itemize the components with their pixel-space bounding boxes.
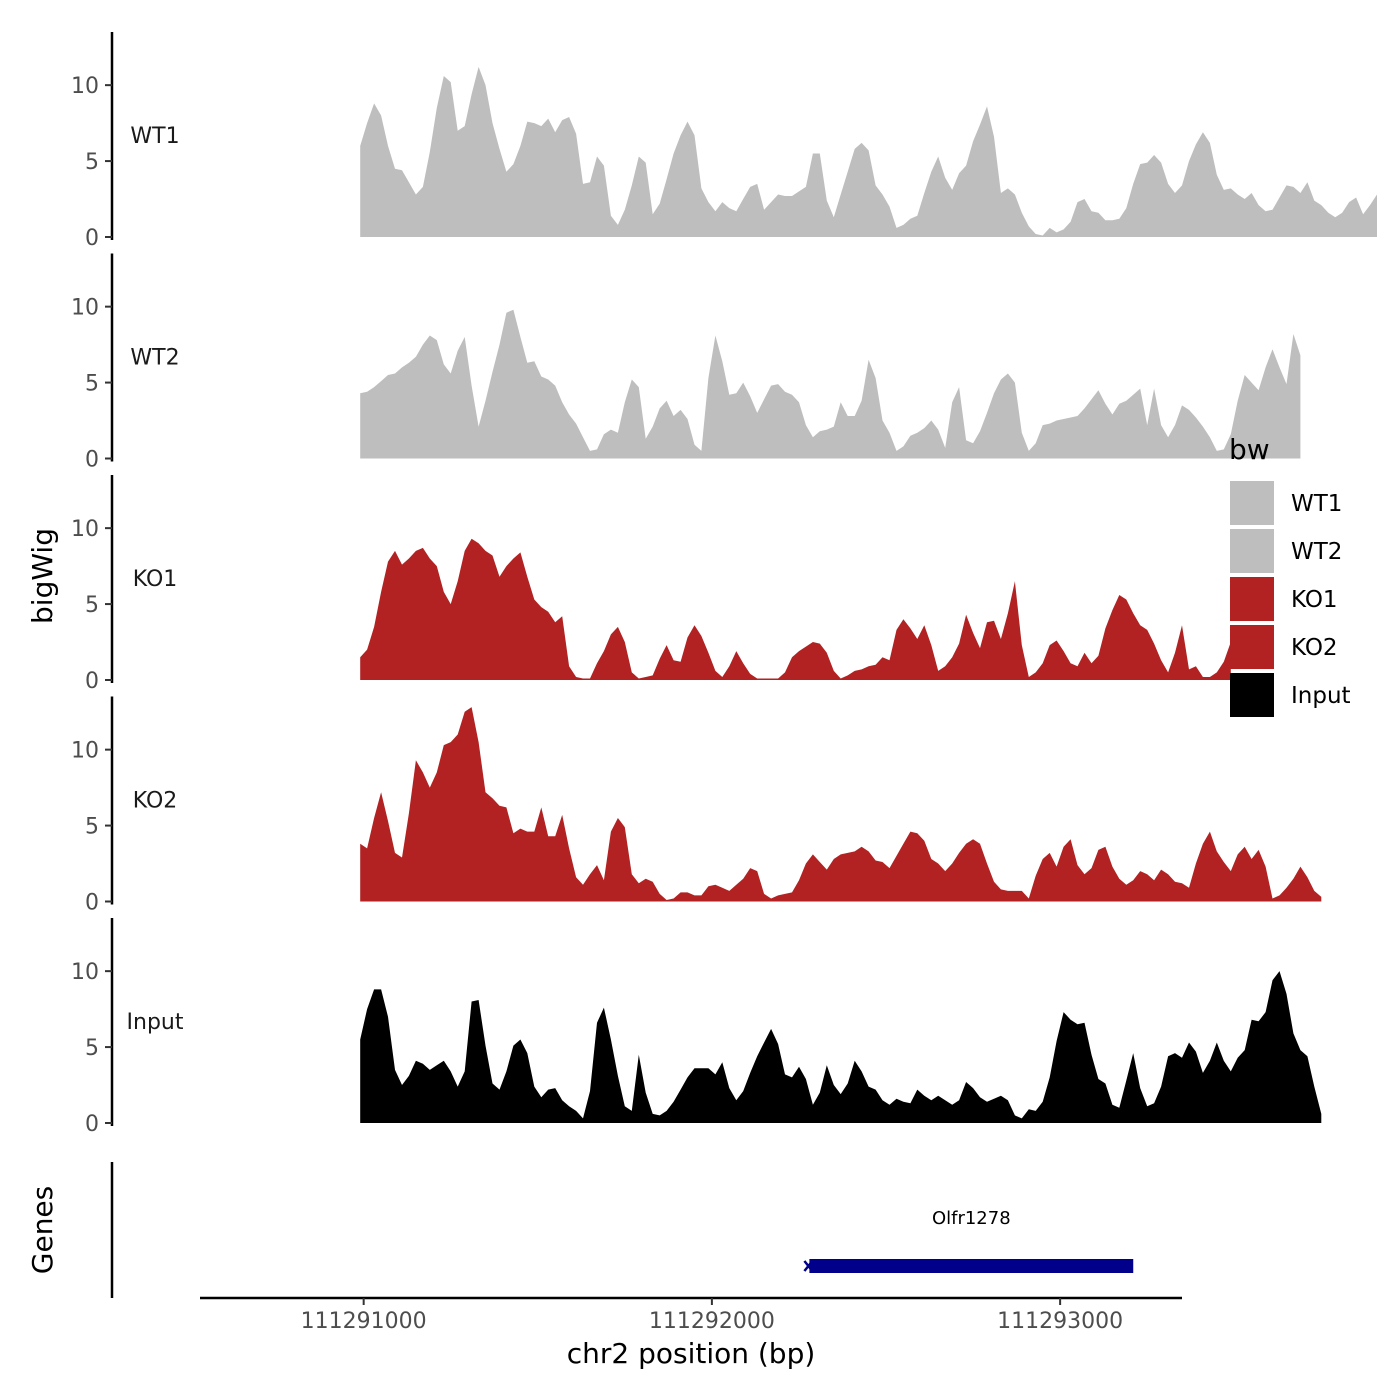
legend-swatch-input <box>1230 673 1274 717</box>
y-tick-label: 5 <box>85 150 99 175</box>
y-tick-label: 10 <box>71 739 99 764</box>
y-tick-label: 0 <box>85 1112 99 1137</box>
gene-strand-arrow-icon <box>803 1260 814 1272</box>
track-label: KO2 <box>133 789 178 814</box>
y-tick-label: 5 <box>85 593 99 618</box>
track-ko1: 0 5 10 KO1 <box>71 475 1231 694</box>
y-tick-label: 0 <box>85 669 99 694</box>
y-tick-label: 0 <box>85 226 99 251</box>
legend-swatch-ko1 <box>1230 577 1274 621</box>
x-axis-title: chr2 position (bp) <box>567 1337 816 1370</box>
y-tick-label: 10 <box>71 517 99 542</box>
track-label: WT2 <box>130 346 179 371</box>
coverage-area-wt1 <box>360 66 1377 238</box>
legend: bw WT1 WT2 KO1 KO2 Input <box>1229 433 1351 717</box>
track-label: Input <box>127 1010 184 1035</box>
x-tick-label: 111291000 <box>301 1309 427 1334</box>
y-tick-label: 5 <box>85 1036 99 1061</box>
y-tick-label: 10 <box>71 74 99 99</box>
legend-swatch-wt1 <box>1230 481 1274 525</box>
coverage-area-wt2 <box>360 309 1301 459</box>
legend-label-wt2: WT2 <box>1291 539 1342 565</box>
coverage-area-input <box>360 971 1322 1123</box>
track-ko2: 0 5 10 KO2 <box>71 696 1322 916</box>
coverage-area-ko2 <box>360 707 1322 902</box>
x-tick-label: 111292000 <box>649 1309 775 1334</box>
coverage-area-ko1 <box>360 538 1231 680</box>
y-tick-label: 0 <box>85 891 99 916</box>
legend-swatch-ko2 <box>1230 625 1274 669</box>
track-wt2: 0 5 10 WT2 <box>71 253 1301 473</box>
y-axis-title: bigWig <box>26 528 59 624</box>
legend-label-ko1: KO1 <box>1291 587 1338 613</box>
track-label: WT1 <box>130 124 179 149</box>
y-tick-label: 0 <box>85 448 99 473</box>
track-label: KO1 <box>133 567 178 592</box>
track-input: 0 5 10 Input <box>71 918 1322 1137</box>
y-tick-label: 5 <box>85 815 99 840</box>
genes-axis-label: Genes <box>26 1186 59 1274</box>
genes-panel: Genes <box>26 1162 114 1298</box>
legend-label-ko2: KO2 <box>1291 635 1338 661</box>
legend-swatch-wt2 <box>1230 529 1274 573</box>
x-axis: 111291000 111292000 111293000 <box>200 1296 1182 1334</box>
gene-body <box>809 1259 1134 1273</box>
legend-label-input: Input <box>1291 683 1351 709</box>
track-wt1: 0 5 10 WT1 <box>71 32 1377 251</box>
gene-label: Olfr1278 <box>932 1208 1011 1229</box>
legend-label-wt1: WT1 <box>1291 491 1342 517</box>
y-tick-label: 10 <box>71 960 99 985</box>
track-panels: 0 5 10 WT1 0 5 10 WT2 0 5 10 KO1 0 5 10 KO2 0 5 10 Input <box>71 32 1377 1137</box>
gene-marks: Olfr1278 <box>803 1208 1134 1273</box>
x-tick-label: 111293000 <box>997 1309 1123 1334</box>
y-tick-label: 5 <box>85 372 99 397</box>
y-tick-label: 10 <box>71 296 99 321</box>
legend-title: bw <box>1229 433 1270 466</box>
